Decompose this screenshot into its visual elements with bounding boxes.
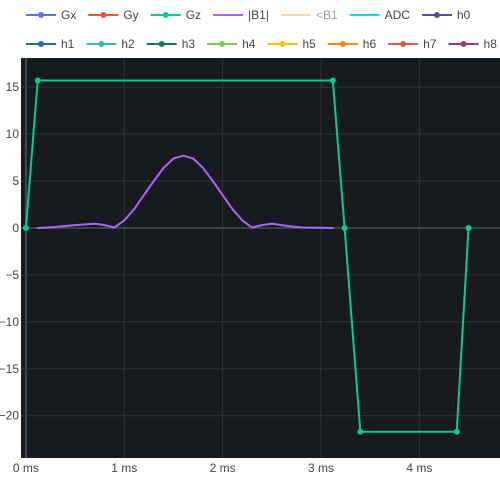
series-b1 — [36, 154, 334, 229]
legend-item-h2[interactable]: h2 — [86, 37, 135, 51]
legend-marker — [433, 12, 440, 18]
legend-marker — [400, 41, 407, 47]
data-point-gz[interactable] — [34, 77, 41, 84]
legend-marker — [460, 41, 467, 47]
legend-item-gx[interactable]: Gx — [26, 8, 76, 22]
legend-label: h6 — [363, 37, 377, 51]
x-tick-label: 3 ms — [308, 461, 334, 475]
data-point-gz[interactable] — [329, 77, 336, 84]
y-tick-label: 5 — [12, 174, 19, 188]
legend-marker — [100, 12, 107, 18]
y-tick-label: −20 — [0, 409, 19, 423]
legend-label: h3 — [182, 37, 196, 51]
legend-label: h1 — [61, 37, 75, 51]
legend-item-gz[interactable]: Gz — [150, 8, 201, 22]
legend-item-h7[interactable]: h7 — [388, 37, 437, 51]
legend-item-h1[interactable]: h1 — [26, 37, 75, 51]
plot-area — [21, 58, 500, 458]
legend-label: h0 — [457, 8, 471, 22]
legend-label: ADC — [385, 8, 411, 22]
legend-item-b1[interactable]: |B1| — [213, 8, 269, 22]
y-tick-label: −5 — [5, 268, 19, 282]
x-tick-label: 2 ms — [210, 461, 236, 475]
legend-label: h7 — [423, 37, 437, 51]
legend-item-h4[interactable]: h4 — [207, 37, 256, 51]
legend-item-gy[interactable]: Gy — [88, 8, 139, 22]
data-point-gz[interactable] — [22, 224, 29, 231]
legend-label: Gz — [186, 8, 201, 22]
legend-marker — [38, 12, 44, 18]
legend-label: h5 — [302, 37, 316, 51]
data-point-gz[interactable] — [453, 428, 460, 435]
legend-label: Gx — [61, 8, 76, 22]
grid — [21, 58, 500, 458]
legend-marker — [158, 41, 165, 47]
legend-label: h4 — [242, 37, 256, 51]
series-layer — [22, 77, 472, 435]
legend-marker — [219, 41, 226, 47]
data-point-gz[interactable] — [341, 224, 348, 231]
legend-item-h8[interactable]: h8 — [448, 37, 498, 51]
y-tick-label: −10 — [0, 315, 19, 329]
x-tick-label: 0 ms — [13, 461, 39, 475]
legend-marker — [162, 12, 169, 18]
y-tick-label: −15 — [0, 362, 19, 376]
legend-item-adc[interactable]: ADC — [349, 8, 411, 22]
y-tick-label: 0 — [12, 221, 19, 235]
legend-item-h5[interactable]: h5 — [267, 37, 316, 51]
x-tick-label: 1 ms — [111, 461, 137, 475]
x-tick-label: 4 ms — [406, 461, 432, 475]
axis-ticks: 0 ms 1 ms 2 ms 3 ms 4 ms 15 10 5 0 −5 −10 −15 −20 — [0, 80, 432, 475]
legend-item-h3[interactable]: h3 — [146, 37, 196, 51]
legend: Gx Gy Gz |B1| <B1 ADC h0 h1 h2 h3 h4 h5 h6 h7 h8 — [26, 8, 497, 51]
legend-marker — [38, 41, 44, 47]
data-point-gz[interactable] — [357, 428, 364, 435]
legend-label: Gy — [123, 8, 138, 22]
legend-marker — [98, 41, 105, 47]
series-line-b1 — [36, 154, 334, 229]
legend-item-h0[interactable]: h0 — [421, 8, 471, 22]
legend-label: h2 — [121, 37, 135, 51]
y-tick-label: 10 — [6, 127, 20, 141]
data-point-gz[interactable] — [465, 224, 472, 231]
y-tick-label: 15 — [6, 80, 20, 94]
legend-label: <B1 — [316, 8, 338, 22]
series-gz — [22, 77, 472, 435]
legend-label: h8 — [484, 37, 498, 51]
legend-item-h6[interactable]: h6 — [327, 37, 377, 51]
legend-item-b1[interactable]: <B1 — [280, 8, 338, 22]
legend-marker — [279, 41, 286, 47]
legend-label: |B1| — [248, 8, 269, 22]
legend-marker — [339, 41, 346, 47]
